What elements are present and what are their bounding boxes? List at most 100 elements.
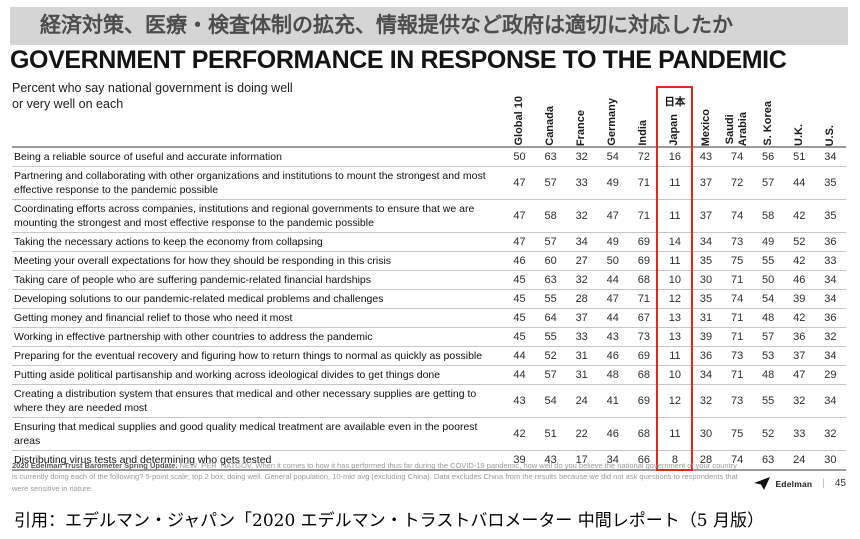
value-cell: 46 [606, 428, 619, 440]
value-cell: 63 [544, 274, 557, 286]
value-cell: 36 [824, 312, 837, 324]
value-cell: 46 [606, 350, 619, 362]
value-cell: 43 [699, 151, 713, 163]
source-footnote: 2020 Edelman Trust Barometer Spring Upda… [12, 460, 742, 494]
value-cell: 32 [824, 331, 837, 343]
column-header-canada: Canada [535, 84, 566, 147]
table-row: Meeting your overall expectations for ho… [12, 251, 846, 271]
statement-cell: Putting aside political partisanship and… [14, 369, 441, 381]
table-row: Taking care of people who are suffering … [12, 270, 846, 290]
value-cell: 10 [668, 274, 682, 286]
value-cell: 49 [762, 236, 775, 248]
column-header-india: India [628, 84, 659, 147]
statement-cell: Distributing virus tests and determining… [14, 454, 272, 466]
value-cell: 47 [606, 210, 619, 222]
column-label: Mexico [699, 108, 712, 146]
value-cell: 68 [637, 369, 650, 381]
value-cell: 53 [762, 350, 775, 362]
value-cell: 69 [637, 236, 650, 248]
value-cell: 58 [544, 210, 557, 222]
value-cell: 48 [762, 369, 775, 381]
value-cell: 42 [793, 255, 806, 267]
value-cell: 32 [575, 210, 588, 222]
value-cell: 41 [606, 395, 619, 407]
page-number: 45 [834, 478, 846, 489]
column-label: Global 10 [513, 96, 526, 146]
statement-cell: Being a reliable source of useful and ac… [14, 151, 282, 163]
value-cell: 72 [730, 177, 744, 189]
value-cell: 73 [730, 395, 744, 407]
value-cell: 32 [793, 395, 806, 407]
value-cell: 44 [606, 312, 619, 324]
value-cell: 57 [544, 236, 557, 248]
column-label: S. Korea [761, 101, 774, 146]
statement-cell: Preparing for the eventual recovery and … [14, 350, 483, 362]
table-body: Being a reliable source of useful and ac… [12, 147, 846, 470]
statement-cell: Ensuring that medical supplies and good … [14, 421, 478, 447]
statement-cell: Meeting your overall expectations for ho… [14, 255, 392, 267]
value-cell: 46 [513, 255, 526, 267]
value-cell: 22 [575, 428, 588, 440]
value-cell: 43 [606, 331, 619, 343]
value-cell: 50 [606, 255, 619, 267]
value-cell: 52 [793, 236, 806, 248]
value-cell: 37 [575, 312, 588, 324]
value-cell: 35 [699, 293, 713, 305]
statement-cell: Taking care of people who are suffering … [14, 274, 372, 286]
value-cell: 34 [824, 293, 837, 305]
statement-cell: Getting money and financial relief to th… [14, 312, 293, 324]
statement-column-header [12, 84, 504, 147]
value-cell: 31 [575, 350, 588, 362]
value-cell: 33 [575, 331, 588, 343]
footnote-text: NEW_PER_NATGOV. When it comes to how it … [12, 461, 738, 493]
column-header-saudi-arabia: Saudi Arabia [722, 84, 753, 147]
value-cell: 32 [824, 428, 837, 440]
value-cell: 35 [699, 255, 713, 267]
column-header-u-s: U.S. [815, 84, 846, 147]
value-cell: 44 [513, 350, 526, 362]
value-cell: 34 [699, 369, 713, 381]
statement-cell: Partnering and collaborating with other … [14, 170, 486, 196]
value-cell: 52 [544, 350, 557, 362]
value-cell: 28 [575, 293, 588, 305]
value-cell: 71 [730, 274, 744, 286]
value-cell: 47 [513, 210, 526, 222]
value-cell: 10 [668, 369, 682, 381]
statement-cell: Working in effective partnership with ot… [14, 331, 373, 343]
value-cell: 44 [513, 369, 526, 381]
column-header-mexico: Mexico [690, 84, 721, 147]
citation-caption: 引用：エデルマン・ジャパン「2020 エデルマン・トラストバロメーター 中間レポ… [14, 511, 764, 531]
value-cell: 8 [671, 454, 678, 466]
value-cell: 17 [575, 454, 588, 466]
performance-table: Global 10 Canada France Germany India 日本 Japan… [12, 84, 846, 471]
column-label: India [637, 120, 650, 146]
value-cell: 74 [730, 454, 744, 466]
edelman-logo-icon [754, 477, 771, 490]
table-row: Ensuring that medical supplies and good … [12, 417, 846, 451]
value-cell: 51 [544, 428, 557, 440]
value-cell: 16 [668, 151, 682, 163]
value-cell: 48 [606, 369, 619, 381]
table-row: Creating a distribution system that ensu… [12, 384, 846, 418]
value-cell: 49 [606, 236, 619, 248]
value-cell: 56 [762, 151, 775, 163]
value-cell: 74 [730, 210, 744, 222]
banner-title-ja: 経済対策、医療・検査体制の拡充、情報提供など政府は適切に対応したか [10, 7, 848, 45]
value-cell: 44 [606, 274, 619, 286]
value-cell: 57 [762, 331, 775, 343]
value-cell: 33 [824, 255, 837, 267]
statement-cell: Taking the necessary actions to keep the… [14, 236, 323, 248]
value-cell: 11 [669, 255, 681, 267]
value-cell: 32 [699, 395, 713, 407]
value-cell: 47 [793, 369, 806, 381]
value-cell: 52 [762, 428, 775, 440]
value-cell: 30 [824, 454, 837, 466]
value-cell: 55 [544, 331, 557, 343]
value-cell: 24 [575, 395, 588, 407]
subtitle-line-1: Percent who say national government is d… [12, 81, 293, 95]
statement-cell: Creating a distribution system that ensu… [14, 388, 477, 414]
header-row: Global 10 Canada France Germany India 日本 Japan… [12, 84, 846, 147]
value-cell: 30 [699, 274, 713, 286]
table-row: Distributing virus tests and determining… [12, 450, 846, 471]
table-row: Taking the necessary actions to keep the… [12, 232, 846, 252]
